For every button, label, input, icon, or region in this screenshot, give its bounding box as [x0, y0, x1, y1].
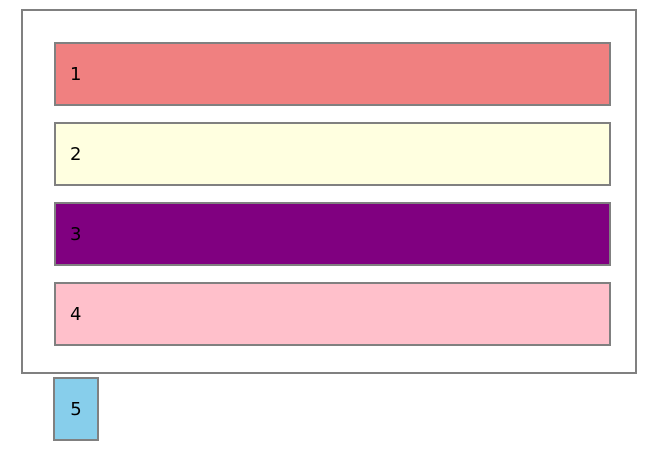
- outside-item-5: 5: [53, 377, 99, 441]
- list-item-label: 2: [70, 143, 82, 165]
- list-item-1: 1: [54, 42, 611, 106]
- outside-item-label: 5: [70, 398, 82, 420]
- list-item-2: 2: [54, 122, 611, 186]
- list-item-3: 3: [54, 202, 611, 266]
- list-item-label: 4: [70, 303, 82, 325]
- outer-container: 1 2 3 4: [21, 9, 637, 374]
- list-item-label: 1: [70, 63, 82, 85]
- list-item-4: 4: [54, 282, 611, 346]
- list-item-label: 3: [70, 223, 82, 245]
